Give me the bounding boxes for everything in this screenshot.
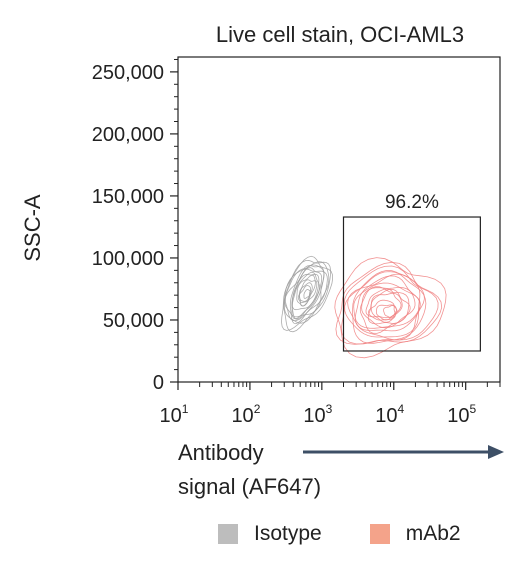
x-tick-base: 10 (447, 405, 469, 427)
contour-series-mab2 (334, 257, 447, 359)
contour-line (283, 259, 332, 333)
x-tick-exponent: 1 (182, 402, 189, 416)
y-tick-label: 100,000 (92, 248, 164, 270)
y-axis-label: SSC-A (20, 194, 45, 262)
x-tick-exponent: 5 (469, 402, 476, 416)
x-axis-label: Antibody signal (AF647) (178, 440, 321, 499)
x-tick-label: 101 (160, 402, 189, 427)
contour-line (289, 265, 325, 325)
x-axis-direction-arrow (303, 445, 504, 459)
y-axis: 0 50,000 100,000 150,000 200,000 250,000 (92, 58, 178, 394)
contour-line (284, 264, 325, 318)
contour-line (303, 288, 312, 299)
arrow-head (488, 445, 504, 459)
contour-line (352, 269, 427, 344)
contour-line (340, 265, 439, 345)
contour-line (281, 255, 334, 331)
legend-label-isotype: Isotype (254, 522, 322, 545)
x-tick-exponent: 3 (326, 402, 333, 416)
contour-line (284, 261, 330, 324)
contour-line (298, 282, 313, 302)
x-tick-base: 10 (375, 405, 397, 427)
contour-line (359, 286, 410, 334)
plot-frame (177, 56, 501, 383)
x-tick-exponent: 4 (398, 402, 405, 416)
contour-layer (281, 255, 447, 359)
y-tick-label: 200,000 (92, 124, 164, 146)
legend-swatch-mab2 (369, 524, 390, 544)
x-tick-exponent: 2 (254, 402, 261, 416)
x-tick-base: 10 (160, 405, 182, 427)
contour-line (297, 285, 312, 304)
legend: Isotype mAb2 (218, 522, 509, 546)
contour-line (299, 279, 318, 307)
x-tick-label: 105 (447, 402, 476, 427)
y-tick-label: 0 (153, 372, 164, 394)
contour-line (291, 273, 320, 320)
x-axis: 101 102 103 104 105 (160, 382, 501, 427)
contour-series-isotype (281, 255, 334, 333)
contour-line (292, 272, 321, 311)
x-tick-label: 102 (231, 402, 260, 427)
legend-swatch-isotype (218, 524, 238, 544)
contour-line (383, 305, 397, 319)
x-tick-base: 10 (303, 405, 325, 427)
legend-label-mab2: mAb2 (405, 522, 461, 545)
gate-rectangle (342, 216, 481, 352)
gate-percentage-label: 96.2% (385, 192, 439, 213)
contour-line (365, 288, 402, 319)
contour-line (354, 275, 421, 332)
x-axis-label-line-1: Antibody (178, 440, 264, 465)
contour-line (353, 282, 421, 329)
x-tick-base: 10 (231, 405, 253, 427)
x-axis-label-line-2: signal (AF647) (178, 474, 321, 499)
y-tick-label: 250,000 (92, 62, 164, 84)
x-tick-label: 104 (375, 402, 404, 427)
contour-line (335, 261, 443, 345)
contour-line (344, 271, 421, 338)
chart-title: Live cell stain, OCI-AML3 (216, 22, 464, 47)
y-tick-label: 50,000 (103, 310, 164, 332)
y-tick-label: 150,000 (92, 186, 164, 208)
x-tick-label: 103 (303, 402, 332, 427)
